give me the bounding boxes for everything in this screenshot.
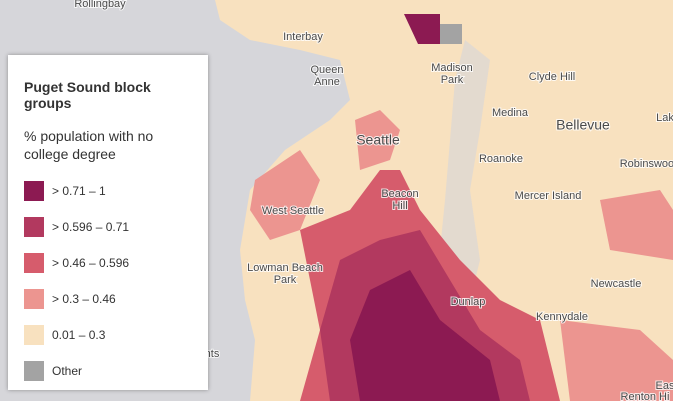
legend: Puget Sound block groups % population wi… xyxy=(8,55,208,390)
place-label: Park xyxy=(441,74,464,86)
place-label: Eas xyxy=(656,380,673,392)
place-label: Mercer Island xyxy=(515,190,582,202)
place-label: Bellevue xyxy=(556,117,610,133)
place-label: Robinswood xyxy=(620,158,673,170)
legend-label: > 0.3 – 0.46 xyxy=(52,292,116,306)
place-label: Hill xyxy=(392,200,407,212)
legend-swatch xyxy=(24,181,44,201)
legend-swatch xyxy=(24,217,44,237)
legend-items: > 0.71 – 1 > 0.596 – 0.71 > 0.46 – 0.596 > … xyxy=(24,173,194,389)
legend-label: Other xyxy=(52,364,83,378)
legend-title: Puget Sound block groups xyxy=(24,79,151,111)
legend-swatch xyxy=(24,361,44,381)
place-label: Rollingbay xyxy=(74,0,126,10)
place-label: Anne xyxy=(314,76,340,88)
place-label: Queen xyxy=(310,64,343,76)
region xyxy=(600,190,673,260)
place-label: Roanoke xyxy=(479,153,523,165)
place-label: Newcastle xyxy=(591,278,642,290)
place-label: Dunlap xyxy=(451,296,486,308)
legend-swatch xyxy=(24,325,44,345)
region xyxy=(350,270,500,401)
region xyxy=(355,110,400,170)
place-label: Medina xyxy=(492,107,529,119)
legend-item: 0.01 – 0.3 xyxy=(24,317,194,353)
legend-item: > 0.3 – 0.46 xyxy=(24,281,194,317)
place-label: Park xyxy=(274,274,297,286)
legend-label: > 0.46 – 0.596 xyxy=(52,256,130,270)
place-label: Clyde Hill xyxy=(529,71,575,83)
place-label: Lak xyxy=(656,112,673,124)
legend-swatch xyxy=(24,289,44,309)
place-label: West Seattle xyxy=(262,205,324,217)
region xyxy=(250,150,320,240)
place-label: Madison xyxy=(431,62,473,74)
place-label: Beacon xyxy=(381,188,418,200)
legend-field: % population with no college degree xyxy=(24,128,154,162)
legend-item: Other xyxy=(24,353,194,389)
legend-swatch xyxy=(24,253,44,273)
legend-item: > 0.46 – 0.596 xyxy=(24,245,194,281)
region xyxy=(440,24,462,44)
place-label: Interbay xyxy=(283,31,323,43)
legend-label: > 0.71 – 1 xyxy=(52,184,106,198)
place-label: Kennydale xyxy=(536,311,588,323)
place-label: Seattle xyxy=(356,132,400,148)
legend-item: > 0.596 – 0.71 xyxy=(24,209,194,245)
region xyxy=(404,14,440,44)
place-label: Lowman Beach xyxy=(247,262,323,274)
legend-label: 0.01 – 0.3 xyxy=(52,328,106,342)
region xyxy=(560,320,673,401)
legend-label: > 0.596 – 0.71 xyxy=(52,220,130,234)
place-label: Renton Hi xyxy=(621,391,670,401)
legend-item: > 0.71 – 1 xyxy=(24,173,194,209)
